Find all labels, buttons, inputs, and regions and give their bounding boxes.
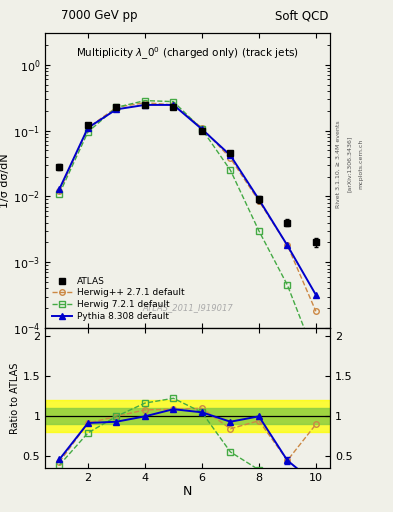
Text: Soft QCD: Soft QCD	[275, 9, 328, 22]
Bar	[45, 408, 330, 424]
Text: Rivet 3.1.10, ≥ 3.4M events: Rivet 3.1.10, ≥ 3.4M events	[336, 120, 341, 208]
Text: 7000 GeV pp: 7000 GeV pp	[61, 9, 138, 22]
Text: Multiplicity $\lambda\_0^0$ (charged only) (track jets): Multiplicity $\lambda\_0^0$ (charged onl…	[76, 45, 299, 61]
Y-axis label: 1/σ dσ/dN: 1/σ dσ/dN	[0, 154, 10, 208]
Y-axis label: Ratio to ATLAS: Ratio to ATLAS	[10, 362, 20, 434]
Legend: ATLAS, Herwig++ 2.7.1 default, Herwig 7.2.1 default, Pythia 8.308 default: ATLAS, Herwig++ 2.7.1 default, Herwig 7.…	[50, 274, 187, 324]
Text: [arXiv:1306.3436]: [arXiv:1306.3436]	[347, 136, 352, 192]
Text: ATLAS_2011_I919017: ATLAS_2011_I919017	[142, 303, 233, 312]
Bar	[45, 400, 330, 432]
Text: mcplots.cern.ch: mcplots.cern.ch	[358, 139, 364, 189]
X-axis label: N: N	[183, 485, 192, 498]
